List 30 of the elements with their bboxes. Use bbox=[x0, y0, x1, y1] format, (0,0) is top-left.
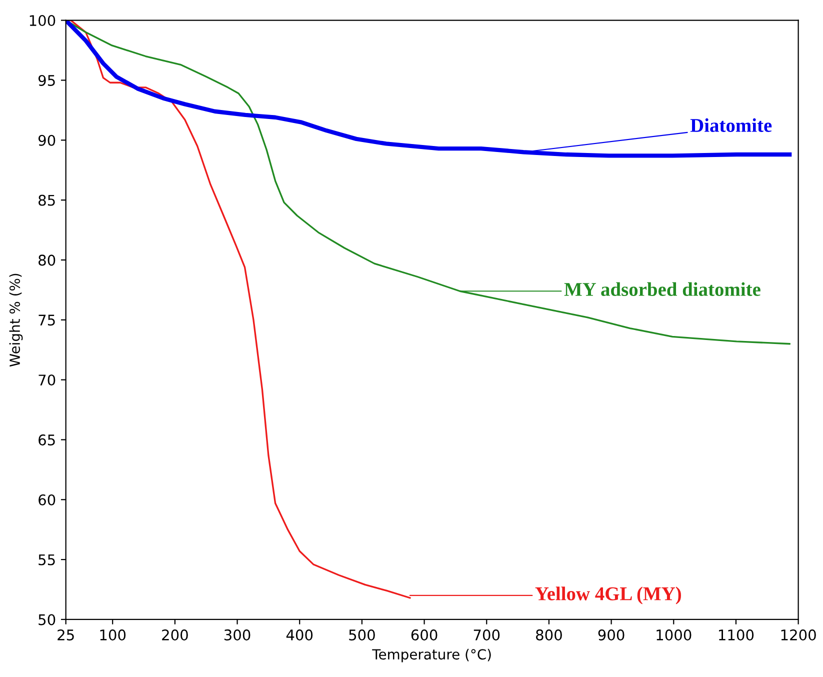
x-tick-label: 900 bbox=[598, 629, 624, 640]
y-tick-label: 75 bbox=[38, 314, 55, 326]
x-tick-label: 25 bbox=[58, 629, 74, 640]
y-tick-label: 80 bbox=[38, 254, 56, 266]
y-tick-label: 65 bbox=[38, 434, 55, 446]
x-tick-label: 1000 bbox=[656, 629, 692, 640]
x-tick-label: 100 bbox=[100, 629, 126, 640]
annotation: Diatomite bbox=[690, 118, 772, 132]
x-tick-label: 400 bbox=[286, 629, 313, 640]
y-tick-label: 100 bbox=[30, 15, 56, 26]
x-tick-label: 800 bbox=[536, 629, 562, 640]
y-tick-label: 50 bbox=[38, 614, 56, 626]
y-tick-label: 55 bbox=[38, 554, 55, 566]
x-tick-label: 600 bbox=[411, 629, 438, 640]
y-tick-label: 90 bbox=[38, 134, 56, 146]
x-tick-label: 200 bbox=[162, 629, 188, 640]
x-tick-label: 700 bbox=[474, 629, 500, 640]
y-tick-label: 95 bbox=[38, 74, 55, 86]
x-tick-label: 1200 bbox=[781, 629, 816, 640]
y-tick-label: 70 bbox=[38, 374, 56, 386]
annotation: Yellow 4GL (MY) bbox=[535, 586, 681, 604]
x-axis-title: Temperature (°C) bbox=[372, 648, 491, 662]
annotation: MY adsorbed diatomite bbox=[564, 282, 760, 296]
y-tick-label: 85 bbox=[38, 194, 55, 206]
x-tick-label: 300 bbox=[224, 629, 250, 640]
y-tick-label: 60 bbox=[38, 494, 56, 506]
line-series bbox=[66, 20, 792, 158]
x-tick-label: 1100 bbox=[719, 629, 754, 640]
x-tick-label: 500 bbox=[349, 629, 375, 640]
y-axis-title: Weight % (%) bbox=[9, 274, 23, 367]
